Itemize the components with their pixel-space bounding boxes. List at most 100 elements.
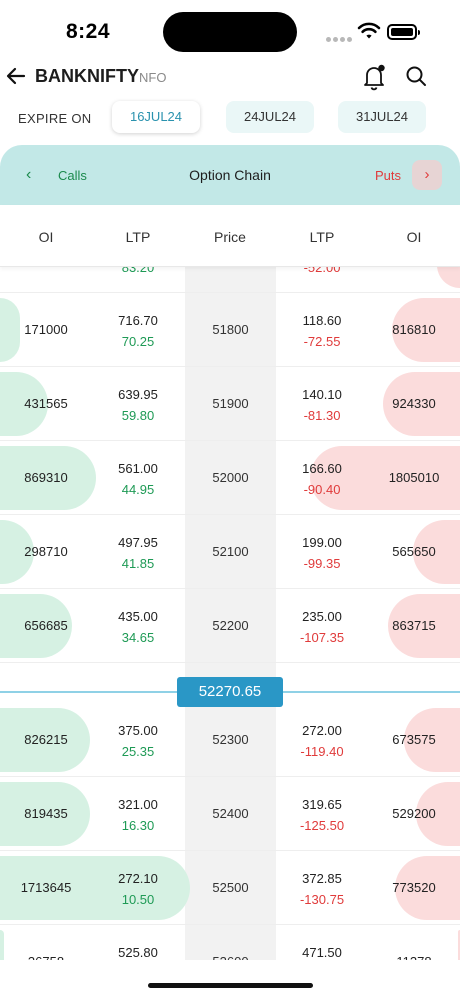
put-change-cell: -107.35	[299, 630, 345, 645]
put-change-cell: -81.30	[303, 408, 341, 423]
option-chain-table[interactable]: 83.20 -52.00 171000 716.70 70.25 51800 118.60 -…	[0, 267, 460, 960]
put-oi-bar	[437, 267, 460, 288]
table-row[interactable]: 656685 435.00 34.65 52200 235.00 -107.35 86371…	[0, 589, 460, 663]
call-ltp-cell[interactable]: 525.80	[118, 945, 158, 960]
search-icon[interactable]	[404, 64, 428, 88]
call-oi-cell[interactable]: 298710	[24, 544, 68, 559]
call-ltp-cell[interactable]: 321.00	[118, 797, 158, 812]
home-indicator	[148, 983, 313, 988]
call-change-cell: 41.85	[121, 556, 155, 571]
expiry-selector: EXPIRE ON 16JUL24 24JUL24 31JUL24	[0, 101, 460, 135]
put-oi-cell[interactable]: 565650	[392, 544, 436, 559]
chevron-right-button[interactable]: ›	[412, 160, 442, 190]
strike-price-cell: 52600	[185, 954, 276, 960]
put-ltp-cell[interactable]: 372.85	[302, 871, 342, 886]
table-row[interactable]: 819435 321.00 16.30 52400 319.65 -125.50 52920…	[0, 777, 460, 851]
header-put-ltp: LTP	[309, 229, 335, 245]
put-ltp-cell[interactable]: 471.50	[302, 945, 342, 960]
strike-price-cell: 52100	[212, 544, 249, 559]
call-oi-cell[interactable]: 869310	[24, 470, 68, 485]
header: BANKNIFTY NFO	[0, 58, 460, 98]
strike-price-cell: 52200	[212, 618, 249, 633]
put-change-cell: -130.75	[299, 892, 345, 907]
dynamic-island	[163, 12, 297, 52]
cellular-signal-icon	[326, 29, 354, 47]
put-oi-cell[interactable]: 1805010	[388, 470, 440, 485]
put-change-cell: -99.35	[303, 556, 341, 571]
table-row[interactable]: 869310 561.00 44.95 52000 166.60 -90.40 180501…	[0, 441, 460, 515]
put-oi-bar	[395, 856, 460, 920]
call-oi-bar	[0, 856, 190, 920]
header-call-oi: OI	[38, 229, 54, 245]
call-oi-bar	[0, 782, 90, 846]
page-title: BANKNIFTY	[35, 66, 139, 86]
put-oi-cell[interactable]: 816810	[392, 322, 436, 337]
column-headers: OI LTP Price LTP OI	[0, 205, 460, 267]
put-oi-cell[interactable]: 529200	[392, 806, 436, 821]
expiry-tab-16jul24[interactable]: 16JUL24	[112, 101, 200, 133]
spot-price-badge: 52270.65	[177, 677, 283, 707]
put-ltp-cell[interactable]: 319.65	[302, 797, 342, 812]
expiry-tab-31jul24[interactable]: 31JUL24	[338, 101, 426, 133]
put-oi-cell[interactable]: 773520	[392, 880, 436, 895]
calls-label[interactable]: Calls	[58, 168, 87, 183]
expiry-tab-24jul24[interactable]: 24JUL24	[226, 101, 314, 133]
put-ltp-cell[interactable]: 118.60	[302, 313, 342, 328]
strike-price-cell: 51900	[212, 396, 249, 411]
call-ltp-cell[interactable]: 716.70	[118, 313, 158, 328]
call-oi-cell[interactable]: 826215	[24, 732, 68, 747]
call-ltp-cell[interactable]: 272.10	[118, 871, 158, 886]
put-ltp-cell[interactable]: 235.00	[302, 609, 342, 624]
table-row[interactable]: 826215 375.00 25.35 52300 272.00 -119.40 67357…	[0, 703, 460, 777]
call-ltp-cell[interactable]: 375.00	[118, 723, 158, 738]
put-change-cell: -52.00	[303, 267, 341, 275]
call-change-cell: 59.80	[121, 408, 155, 423]
call-oi-cell[interactable]: 819435	[24, 806, 68, 821]
status-bar: 8:24	[0, 0, 460, 62]
table-row[interactable]: 298710 497.95 41.85 52100 199.00 -99.35 565650	[0, 515, 460, 589]
call-change-cell: 34.65	[121, 630, 155, 645]
chevron-right-icon: ›	[424, 166, 430, 183]
table-row[interactable]: 1713645 272.10 10.50 52500 372.85 -130.75 7735…	[0, 851, 460, 925]
table-row[interactable]: 36758 525.80 52600 471.50 11278	[0, 925, 460, 960]
call-ltp-cell[interactable]: 435.00	[118, 609, 158, 624]
call-ltp-cell[interactable]: 561.00	[118, 461, 158, 476]
put-ltp-cell[interactable]: 199.00	[302, 535, 342, 550]
call-oi-cell[interactable]: 36758	[0, 954, 92, 960]
strike-price-cell: 52000	[212, 470, 249, 485]
back-arrow-icon[interactable]	[4, 64, 28, 88]
call-oi-bar	[0, 930, 4, 960]
put-oi-cell[interactable]: 863715	[392, 618, 436, 633]
put-ltp-cell[interactable]: 166.60	[302, 461, 342, 476]
notification-bell-icon[interactable]	[360, 62, 388, 92]
put-oi-cell[interactable]: 673575	[392, 732, 436, 747]
put-change-cell: -72.55	[303, 334, 341, 349]
chevron-left-icon[interactable]: ‹	[26, 166, 32, 183]
option-chain-title: Option Chain	[189, 167, 271, 183]
put-oi-bar	[413, 520, 460, 584]
call-change-cell: 44.95	[121, 482, 155, 497]
call-change-cell: 16.30	[121, 818, 155, 833]
table-row[interactable]: 83.20 -52.00	[0, 267, 460, 293]
call-ltp-cell[interactable]: 639.95	[118, 387, 158, 402]
put-oi-bar	[388, 594, 460, 658]
call-oi-cell[interactable]: 431565	[24, 396, 68, 411]
call-ltp-cell[interactable]: 497.95	[118, 535, 158, 550]
table-row[interactable]: 431565 639.95 59.80 51900 140.10 -81.30 924330	[0, 367, 460, 441]
call-oi-cell[interactable]: 656685	[24, 618, 68, 633]
put-ltp-cell[interactable]: 140.10	[302, 387, 342, 402]
header-call-ltp: LTP	[125, 229, 151, 245]
call-oi-cell[interactable]: 1713645	[20, 880, 72, 895]
puts-label[interactable]: Puts	[375, 168, 402, 183]
put-ltp-cell[interactable]: 272.00	[302, 723, 342, 738]
put-oi-bar	[310, 446, 460, 510]
put-oi-bar	[392, 298, 460, 362]
call-oi-bar	[0, 446, 96, 510]
put-oi-cell[interactable]: 11278	[368, 954, 460, 960]
table-row[interactable]: 171000 716.70 70.25 51800 118.60 -72.55 816810	[0, 293, 460, 367]
call-change-cell: 83.20	[121, 267, 155, 275]
call-oi-bar	[0, 298, 20, 362]
put-oi-cell[interactable]: 924330	[392, 396, 436, 411]
call-oi-cell[interactable]: 171000	[24, 322, 68, 337]
status-time: 8:24	[66, 20, 111, 43]
